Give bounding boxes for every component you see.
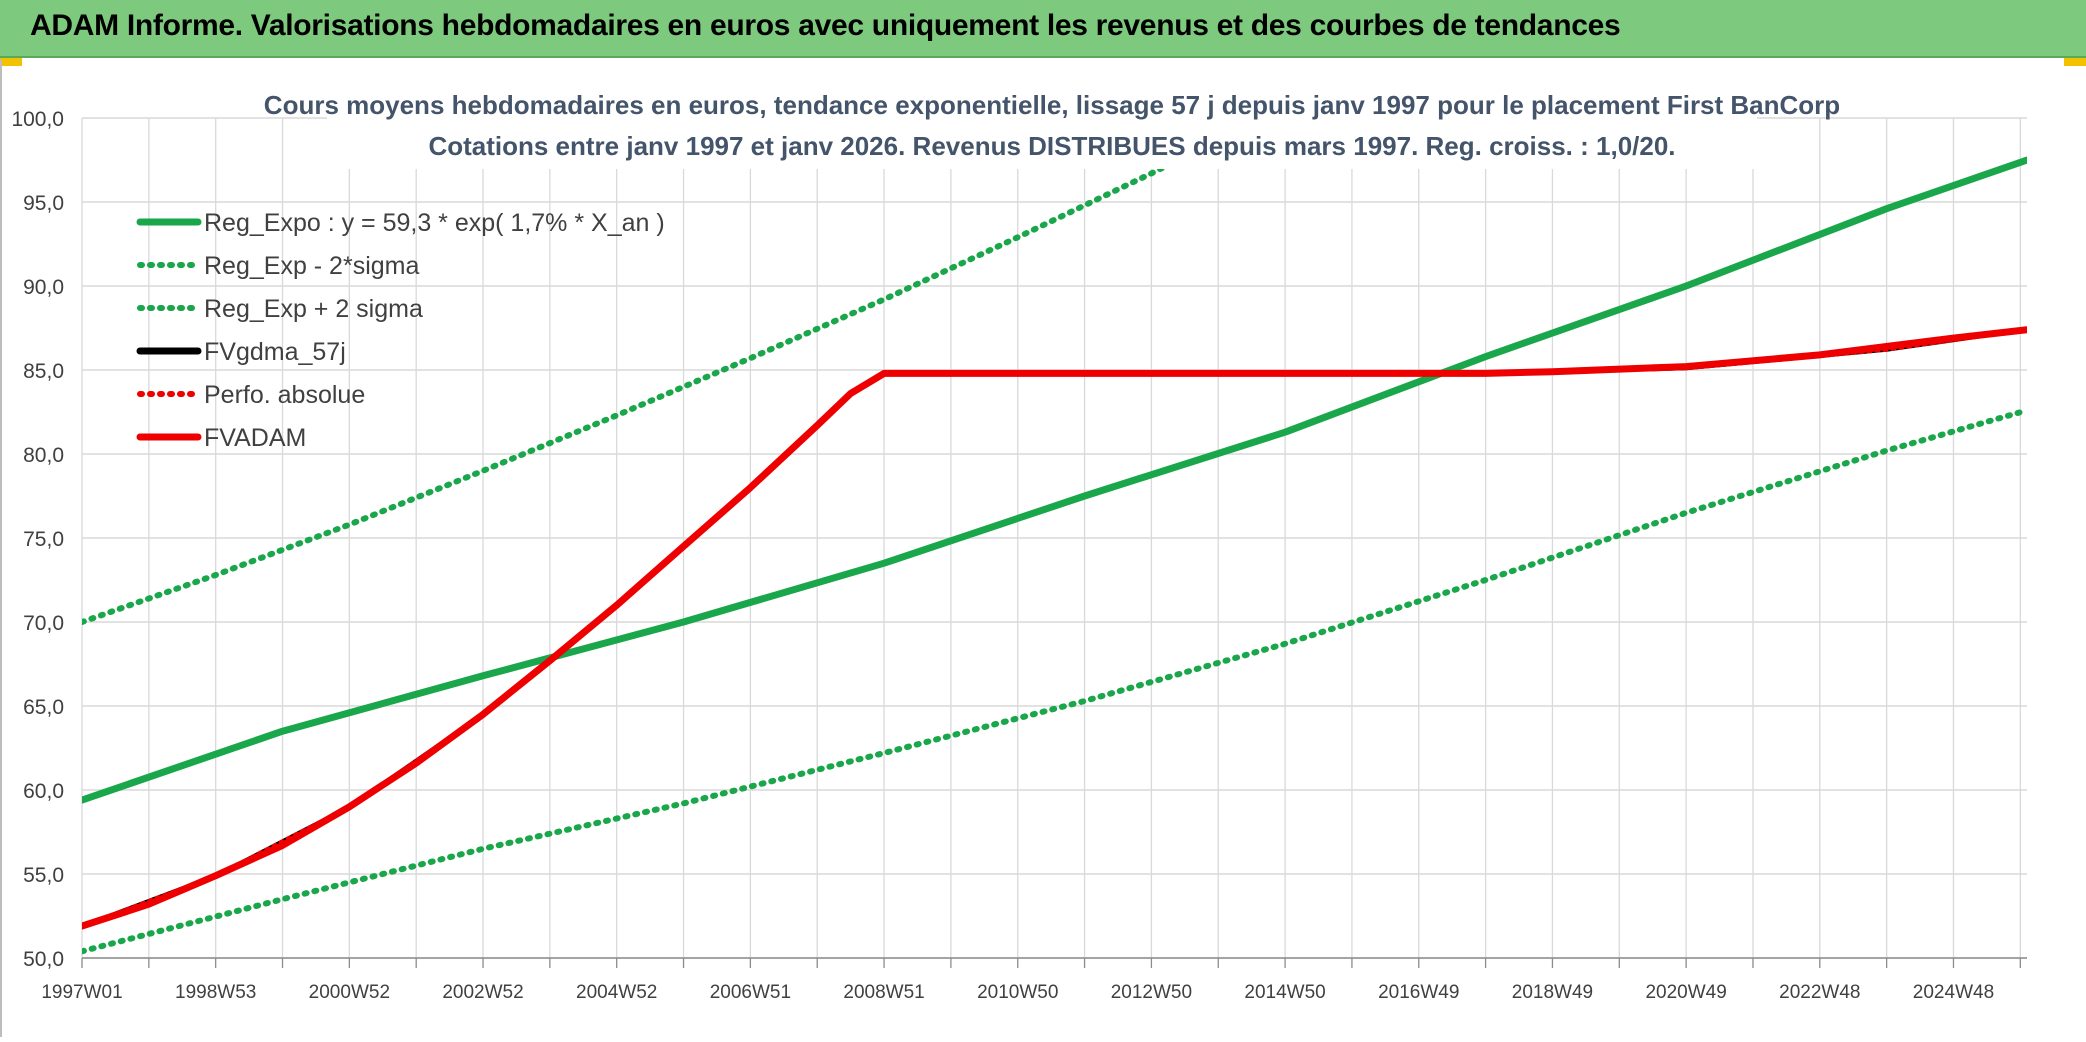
y-tick-label: 50,0 [23, 948, 64, 971]
page-title: ADAM Informe. Valorisations hebdomadaire… [30, 9, 1621, 42]
series-perfo-absolue [82, 327, 2027, 929]
x-tick-label: 2006W51 [710, 982, 791, 1003]
x-tick-label: 2002W52 [442, 982, 523, 1003]
axes: 50,0 55,0 60,0 65,0 70,0 75,0 80,0 85,0 90,0 95,0… [11, 108, 2027, 1003]
y-tick-label: 95,0 [23, 192, 64, 215]
x-tick-label: 2012W50 [1111, 982, 1192, 1003]
x-tick-label: 1998W53 [175, 982, 256, 1003]
line-chart: 50,0 55,0 60,0 65,0 70,0 75,0 80,0 85,0 90,0 95,0… [11, 83, 2027, 1003]
x-tick-label: 1997W01 [41, 982, 122, 1003]
series-fvgdma-57j [82, 327, 2027, 929]
x-tick-label: 2000W52 [309, 982, 390, 1003]
x-tick-label: 2020W49 [1645, 982, 1726, 1003]
series-layer [82, 118, 2027, 955]
y-tick-label: 100,0 [11, 108, 64, 131]
chart-title-line1: Cours moyens hebdomadaires en euros, ten… [264, 90, 1840, 120]
legend-label: Reg_Expo : y = 59,3 * exp( 1,7% * X_an ) [204, 209, 665, 237]
y-tick-label: 65,0 [23, 696, 64, 719]
y-tick-label: 75,0 [23, 528, 64, 551]
x-tick-label: 2004W52 [576, 982, 657, 1003]
series-reg-exp-plus-2sigma [82, 118, 1269, 625]
legend-label: Reg_Exp - 2*sigma [204, 252, 419, 280]
chart-title-background [327, 83, 1757, 169]
x-tick-label: 2016W49 [1378, 982, 1459, 1003]
y-tick-label: 85,0 [23, 360, 64, 383]
series-fvadam [82, 326, 2027, 930]
legend-label: Reg_Exp + 2 sigma [204, 295, 423, 323]
y-tick-label: 80,0 [23, 444, 64, 467]
corner-accent-left [0, 58, 22, 66]
x-tick-label: 2024W48 [1913, 982, 1994, 1003]
y-tick-label: 60,0 [23, 780, 64, 803]
chart-legend: Reg_Expo : y = 59,3 * exp( 1,7% * X_an )… [136, 209, 665, 452]
legend-label: FVADAM [204, 424, 306, 452]
y-tick-label: 55,0 [23, 864, 64, 887]
legend-label: Perfo. absolue [204, 381, 365, 409]
chart-title-block: Cours moyens hebdomadaires en euros, ten… [264, 83, 1840, 169]
header-banner: ADAM Informe. Valorisations hebdomadaire… [0, 0, 2086, 58]
series-reg-exp-minus-2sigma [82, 407, 2027, 955]
legend-label: FVgdma_57j [204, 338, 346, 366]
y-tick-label: 90,0 [23, 276, 64, 299]
grid-lines [81, 117, 2027, 959]
x-tick-label: 2018W49 [1512, 982, 1593, 1003]
x-tick-label: 2008W51 [843, 982, 924, 1003]
y-tick-label: 70,0 [23, 612, 64, 635]
chart-title-line2: Cotations entre janv 1997 et janv 2026. … [428, 131, 1675, 161]
chart-frame: 50,0 55,0 60,0 65,0 70,0 75,0 80,0 85,0 90,0 95,0… [0, 60, 2086, 1037]
series-reg-expo [82, 156, 2027, 804]
x-tick-label: 2010W50 [977, 982, 1058, 1003]
x-tick-label: 2014W50 [1244, 982, 1325, 1003]
x-tick-label: 2022W48 [1779, 982, 1860, 1003]
corner-accent-right [2064, 58, 2086, 66]
